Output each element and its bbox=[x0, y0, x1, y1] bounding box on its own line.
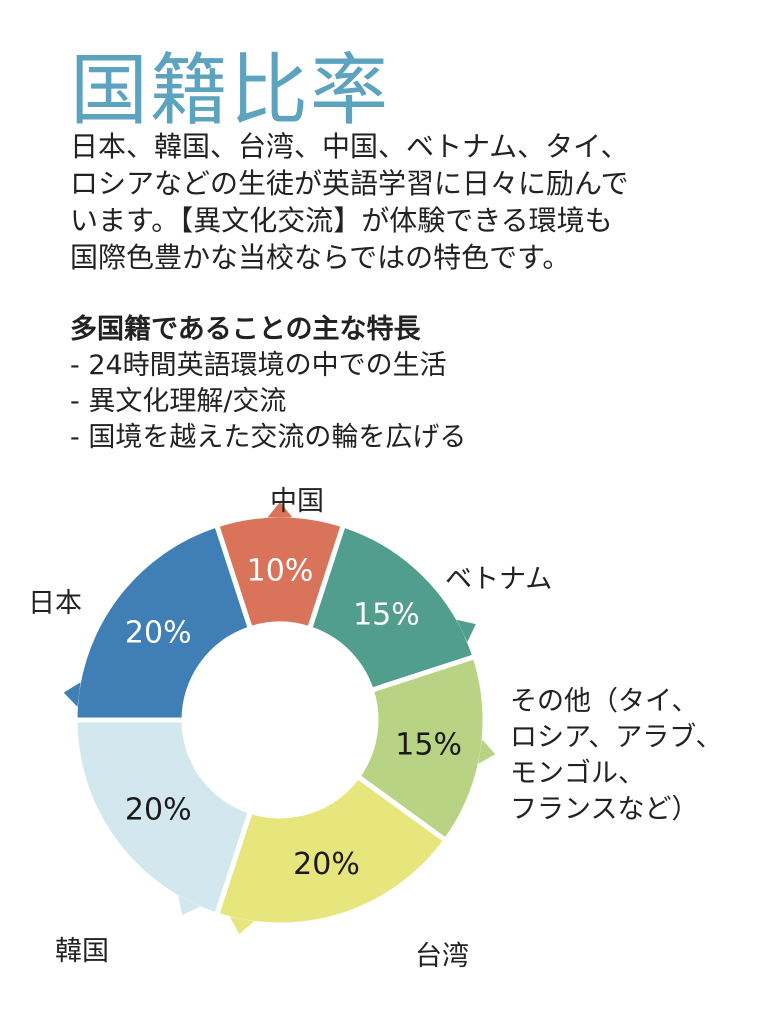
slice-pointer bbox=[478, 739, 496, 764]
slice-category-label: ベトナム bbox=[445, 564, 552, 595]
feature-item: - 国境を越えた交流の輪を広げる bbox=[70, 422, 467, 453]
slice-percent-label: 15% bbox=[353, 598, 420, 633]
donut-chart-svg: 10% 中国 15% ベトナム 15% その他（タイ、ロシア、アラブ、モンゴル、フランスな… bbox=[28, 486, 723, 972]
intro-line: 国際色豊かな当校ならではの特色です。 bbox=[70, 241, 571, 274]
slice-category-label: 日本 bbox=[28, 588, 82, 619]
donut-slice bbox=[72, 521, 254, 723]
donut-slice bbox=[72, 717, 254, 919]
intro-line: 日本、韓国、台湾、中国、ベトナム、タイ、 bbox=[70, 130, 629, 163]
features-heading: 多国籍であることの主な特長 bbox=[70, 314, 421, 345]
slice-pointer bbox=[267, 502, 293, 518]
slice-category-label: 韓国 bbox=[55, 936, 109, 967]
slice-category-label: 中国 bbox=[270, 486, 324, 517]
intro-line: ロシアなどの生徒が英語学習に日々に励んで bbox=[70, 167, 629, 200]
slice-percent-label: 20% bbox=[293, 847, 360, 882]
slice-percent-label: 10% bbox=[247, 554, 314, 589]
slice-category-label: 台湾 bbox=[415, 941, 469, 972]
slice-pointer bbox=[456, 619, 476, 642]
intro-line: います。【異文化交流】が体験できる環境も bbox=[70, 204, 613, 237]
features-section: 多国籍であることの主な特長 - 24時間英語環境の中での生活 - 異文化理解/交… bbox=[70, 312, 720, 456]
page-title: 国籍比率 bbox=[70, 46, 391, 136]
donut-slice bbox=[354, 653, 488, 844]
slice-pointer bbox=[229, 916, 255, 935]
slice-percent-label: 20% bbox=[125, 616, 192, 651]
intro-paragraph: 日本、韓国、台湾、中国、ベトナム、タイ、 ロシアなどの生徒が英語学習に日々に励ん… bbox=[70, 128, 720, 276]
feature-item: - 異文化理解/交流 bbox=[70, 386, 287, 417]
feature-item: - 24時間英語環境の中での生活 bbox=[70, 350, 447, 381]
slice-pointer bbox=[178, 895, 201, 915]
slice-pointer bbox=[63, 682, 81, 707]
slice-percent-label: 15% bbox=[395, 728, 462, 763]
slice-category-label: その他（タイ、ロシア、アラブ、モンゴル、フランスなど） bbox=[510, 686, 723, 825]
nationality-donut-chart: 10% 中国 15% ベトナム 15% その他（タイ、ロシア、アラブ、モンゴル、フランスな… bbox=[0, 470, 760, 1022]
donut-slice bbox=[306, 521, 479, 694]
slice-percent-label: 20% bbox=[125, 792, 192, 827]
